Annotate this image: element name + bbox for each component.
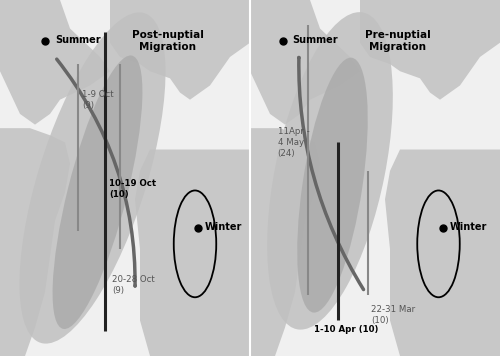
Ellipse shape [20,12,166,344]
Polygon shape [135,150,250,356]
Text: 20-28 Oct
(9): 20-28 Oct (9) [112,275,155,295]
Ellipse shape [52,56,142,329]
Ellipse shape [267,12,393,330]
Text: Summer: Summer [55,35,100,45]
Text: Winter: Winter [205,222,242,232]
Polygon shape [250,0,360,125]
Text: 22-31 Mar
(10): 22-31 Mar (10) [371,305,415,325]
Polygon shape [0,0,110,125]
Text: Pre-nuptial
Migration: Pre-nuptial Migration [364,30,430,52]
Text: 1-10 Apr (10): 1-10 Apr (10) [314,325,378,334]
Polygon shape [0,128,70,356]
Polygon shape [360,0,500,100]
Text: Post-nuptial
Migration: Post-nuptial Migration [132,30,204,52]
Polygon shape [110,0,250,100]
Text: Summer: Summer [292,35,338,45]
Text: 10-19 Oct
(10): 10-19 Oct (10) [109,179,156,199]
Ellipse shape [297,58,368,313]
Polygon shape [385,150,500,356]
Polygon shape [250,128,320,356]
Text: 11Apr -
4 May
(24): 11Apr - 4 May (24) [278,127,309,158]
Text: Winter: Winter [450,222,488,232]
Text: 1-9 Oct
(9): 1-9 Oct (9) [82,90,114,110]
